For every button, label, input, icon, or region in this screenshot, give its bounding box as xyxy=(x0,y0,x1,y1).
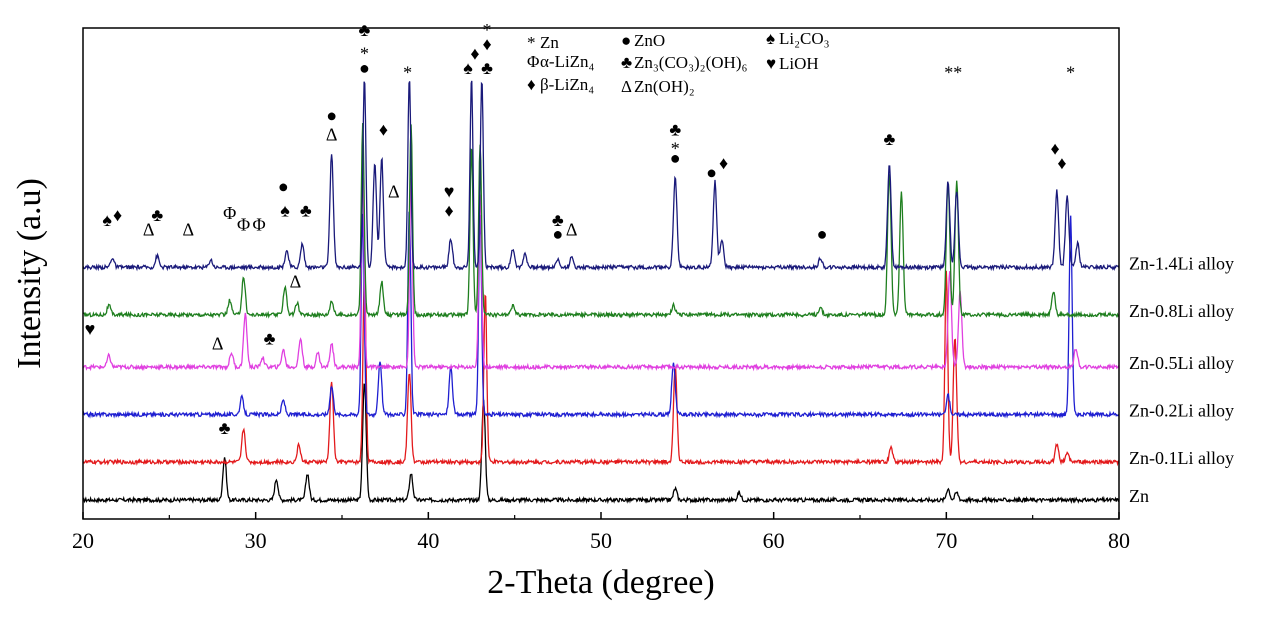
x-axis: 20 30 40 50 60 70 80 xyxy=(72,512,1130,553)
peak-marker: ● xyxy=(706,162,717,182)
peak-marker: * xyxy=(1066,63,1075,83)
peak-marker: ● xyxy=(817,224,828,244)
peak-marker: ♣ xyxy=(552,210,564,230)
peak-marker: * xyxy=(360,44,369,64)
peak-marker: ● xyxy=(552,224,563,244)
peak-marker: ♣ xyxy=(359,20,371,40)
series-label: Zn-0.8Li alloy xyxy=(1129,301,1234,321)
series-labels: Zn Zn-0.1Li alloy Zn-0.2Li alloy Zn-0.5Li a… xyxy=(1129,253,1234,506)
peak-marker: ♦ xyxy=(482,34,491,54)
peak-marker: ♣ xyxy=(151,205,163,225)
series-line-1 xyxy=(83,270,1119,467)
series-label: Zn xyxy=(1129,486,1149,506)
series-line-5 xyxy=(83,80,1119,272)
series-line-2 xyxy=(83,210,1119,419)
peak-marker: Φ xyxy=(253,215,266,235)
peak-marker: ♣ xyxy=(264,329,276,349)
peak-marker: ● xyxy=(670,148,681,168)
peak-marker: ● xyxy=(278,177,289,197)
peak-marker: Δ xyxy=(212,333,224,353)
legend-symbol: ♠ xyxy=(766,29,775,48)
x-tick-label: 30 xyxy=(245,528,267,553)
peak-marker: ● xyxy=(326,105,337,125)
peak-marker: Φ xyxy=(237,215,250,235)
peak-marker: ♦ xyxy=(379,120,388,140)
legend-label: α-LiZn₄ xyxy=(540,52,595,71)
series-label: Zn-0.1Li alloy xyxy=(1129,448,1234,468)
series-line-3 xyxy=(83,177,1119,372)
peak-marker: ♠ xyxy=(463,58,473,78)
legend-label: Zn₃(CO₃)₂(OH)₆ xyxy=(634,53,747,72)
peak-marker: * xyxy=(403,63,412,83)
peak-marker: ♠ xyxy=(102,210,112,230)
series-label: Zn-0.2Li alloy xyxy=(1129,401,1234,421)
legend-label: Zn xyxy=(540,33,559,52)
peak-marker: Δ xyxy=(566,219,578,239)
legend-symbol: ♣ xyxy=(621,53,632,72)
legend-symbol: * xyxy=(527,33,536,52)
y-axis-title: Intensity (a.u) xyxy=(11,178,48,369)
peak-marker: Δ xyxy=(388,181,400,201)
legend-symbol: ● xyxy=(621,31,631,50)
x-tick-label: 70 xyxy=(935,528,957,553)
x-tick-label: 40 xyxy=(417,528,439,553)
peak-marker: * xyxy=(671,139,680,159)
peak-marker: ♦ xyxy=(444,200,453,220)
peak-marker: ♥ xyxy=(85,319,96,339)
legend-label: Zn(OH)₂ xyxy=(634,77,695,96)
peak-marker: ● xyxy=(359,58,370,78)
peak-marker: Φ xyxy=(223,203,236,223)
peak-marker: ♦ xyxy=(1057,153,1066,173)
plot-frame xyxy=(82,27,1120,520)
x-tick-label: 80 xyxy=(1108,528,1130,553)
legend-label: β-LiZn₄ xyxy=(540,75,594,94)
peak-marker: ** xyxy=(944,63,962,83)
legend-label: Li₂CO₃ xyxy=(779,29,830,48)
peak-marker: Δ xyxy=(290,272,302,292)
peak-marker: ♣ xyxy=(219,418,231,438)
peak-marker: Δ xyxy=(183,219,195,239)
plot-area xyxy=(83,80,1119,505)
peak-marker: * xyxy=(483,20,492,40)
peak-marker: ♥ xyxy=(444,181,455,201)
legend-symbol: Δ xyxy=(621,77,632,96)
peak-marker: ♦ xyxy=(470,44,479,64)
legend-symbol: Φ xyxy=(527,52,539,71)
series-label: Zn-0.5Li alloy xyxy=(1129,353,1234,373)
peak-marker: ♣ xyxy=(481,58,493,78)
peak-marker: ♣ xyxy=(883,129,895,149)
series-label: Zn-1.4Li alloy xyxy=(1129,253,1234,273)
peak-annotations: ♠ ♦Δ♣ΔΦΦ Φ●♠ ♣●Δ♣*●♦Δ*♥♦♠♦*♦♣♣● Δ♣*●● ♦●♣**♦♦… xyxy=(85,20,1076,438)
x-axis-title: 2-Theta (degree) xyxy=(487,564,714,601)
legend-label: ZnO xyxy=(634,31,665,50)
peak-marker: Δ xyxy=(143,219,155,239)
legend: * Zn ● ZnO ♠ Li₂CO₃ Φ α-LiZn₄ ♣ Zn₃(CO₃)₂(OH)₆ ♥ Li… xyxy=(527,29,830,96)
peak-marker: ♦ xyxy=(719,153,728,173)
legend-symbol: ♦ xyxy=(527,75,536,94)
peak-marker: ♣ xyxy=(669,120,681,140)
peak-marker: ♦ xyxy=(113,205,122,225)
x-tick-label: 50 xyxy=(590,528,612,553)
peak-marker: Δ xyxy=(326,124,338,144)
legend-label: LiOH xyxy=(779,54,819,73)
x-tick-label: 20 xyxy=(72,528,94,553)
peak-marker: ♣ xyxy=(300,200,312,220)
peak-marker: ♠ xyxy=(280,200,290,220)
peak-marker: ♦ xyxy=(1051,139,1060,159)
legend-symbol: ♥ xyxy=(766,54,776,73)
series-line-0 xyxy=(83,383,1119,505)
x-tick-label: 60 xyxy=(763,528,785,553)
